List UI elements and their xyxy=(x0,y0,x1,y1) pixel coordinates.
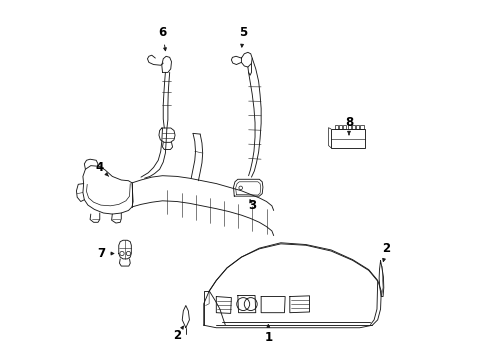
Text: 3: 3 xyxy=(248,199,256,212)
Text: 4: 4 xyxy=(96,161,109,176)
Text: 6: 6 xyxy=(158,27,167,51)
Bar xyxy=(335,126,338,129)
Text: 2: 2 xyxy=(383,242,391,261)
Bar xyxy=(343,126,346,129)
Bar xyxy=(352,126,355,129)
Text: 5: 5 xyxy=(239,27,247,47)
Bar xyxy=(356,126,359,129)
Text: 8: 8 xyxy=(345,116,353,135)
Bar xyxy=(347,126,351,129)
Text: 7: 7 xyxy=(98,247,114,260)
Text: 1: 1 xyxy=(264,324,272,344)
Bar xyxy=(361,126,364,129)
Text: 2: 2 xyxy=(173,326,183,342)
Bar xyxy=(331,129,365,148)
Bar xyxy=(339,126,342,129)
